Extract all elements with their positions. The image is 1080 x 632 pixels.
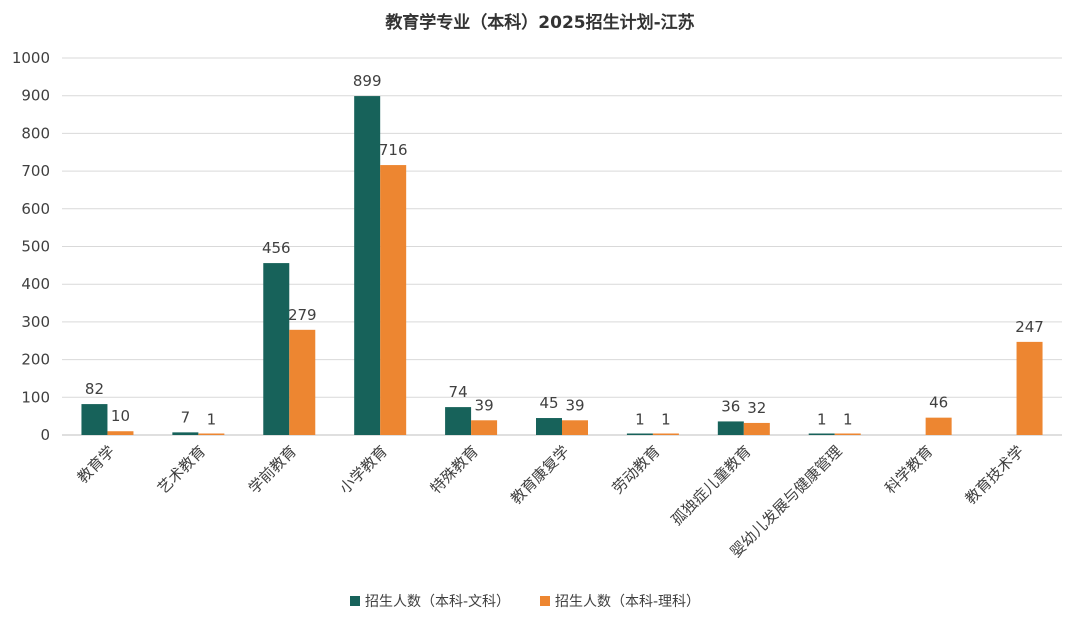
y-tick-label: 200 [21,351,50,369]
data-label: 45 [539,394,558,412]
bar-series-1 [808,433,835,435]
data-label: 32 [747,399,766,417]
y-tick-label: 100 [21,388,50,406]
x-category-label: 教育学 [74,442,119,487]
data-label: 247 [1015,318,1044,336]
bar-series-1 [263,263,290,435]
bar-series-2 [1016,341,1043,435]
bar-series-1 [81,404,108,435]
data-label: 10 [111,407,130,425]
bar-series-2 [743,422,770,435]
bar-series-2 [834,433,861,435]
y-tick-label: 900 [21,87,50,105]
y-tick-label: 1000 [12,49,50,67]
data-label: 1 [635,411,645,429]
x-category-label: 劳动教育 [609,442,664,497]
data-label: 1 [207,411,217,429]
data-label: 1 [661,411,671,429]
data-label: 39 [565,396,584,414]
data-label: 899 [353,72,382,90]
data-label: 36 [721,397,740,415]
bar-series-2 [925,417,952,435]
bar-series-2 [198,433,225,435]
x-category-label: 艺术教育 [154,442,209,497]
bar-series-2 [289,329,316,435]
y-tick-label: 0 [40,426,50,444]
data-label: 456 [262,239,291,257]
x-axis-categories: 教育学 艺术教育 学前教育 小学教育 特殊教育 教育康复学 劳动教育 孤独症儿童教育婴幼儿发展… [74,442,1028,561]
bar-series-2 [471,420,498,435]
data-label: 74 [449,383,468,401]
x-category-label: 学前教育 [245,442,300,497]
x-category-label: 小学教育 [336,442,391,497]
data-label: 82 [85,380,104,398]
bar-series-2 [107,431,134,435]
x-category-label: 科学教育 [881,442,936,497]
y-tick-label: 600 [21,200,50,218]
gridlines [62,57,1062,436]
data-label: 716 [379,141,408,159]
bar-series-1 [354,96,381,436]
data-label: 46 [929,394,948,412]
x-category-label: 教育康复学 [507,442,573,508]
data-label: 1 [817,411,827,429]
x-category-label: 教育技术学 [962,442,1028,508]
data-labels: 82 7 456 899 74 45 1 36 1 10 1 279 716 39 39 1 32 1 46 247 [85,72,1044,429]
y-tick-label: 800 [21,124,50,142]
x-category-label: 孤独症儿童教育 [668,442,755,529]
bar-series-1 [172,432,199,435]
bar-series-1 [717,421,744,435]
y-tick-label: 500 [21,238,50,256]
legend-swatch [350,596,360,606]
data-label: 279 [288,306,317,324]
chart-title: 教育学专业（本科）2025招生计划-江苏 [384,12,694,33]
legend-swatch [540,596,550,606]
bar-series-1 [536,418,562,435]
y-tick-label: 400 [21,275,50,293]
data-label: 1 [843,411,853,429]
y-tick-label: 700 [21,162,50,180]
bar-series-2 [562,420,588,435]
bar-series-2 [652,433,679,435]
bars [81,96,1043,436]
legend: 招生人数（本科-文科） 招生人数（本科-理科） [350,594,700,610]
legend-label: 招生人数（本科-文科） [365,594,510,610]
bar-series-1 [626,433,653,435]
data-label: 7 [181,408,191,426]
y-axis-ticks: 0 100 200 300 400 500 600 700 800 900 1000 [12,49,50,444]
x-category-label: 特殊教育 [427,442,482,497]
bar-series-2 [380,165,407,435]
legend-label: 招生人数（本科-理科） [555,594,700,610]
data-label: 39 [475,396,494,414]
bar-series-1 [445,407,472,435]
y-tick-label: 300 [21,313,50,331]
